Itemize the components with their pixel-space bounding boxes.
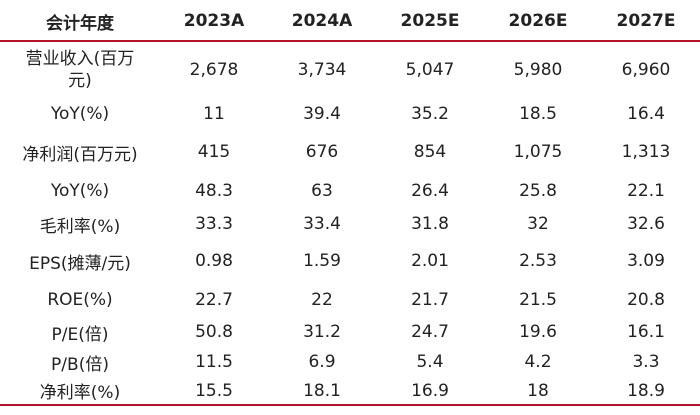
- row-label: ROE(%): [47, 290, 113, 310]
- cell-value: 33.3: [195, 214, 233, 234]
- cell-value: 5,047: [405, 59, 455, 80]
- cell-value: 20.8: [627, 290, 665, 310]
- cell-value: 5.4: [416, 352, 444, 372]
- cell-value: 3.3: [632, 352, 660, 372]
- header-cell: 2025E: [400, 11, 460, 31]
- cell-value: 18.9: [627, 380, 665, 401]
- cell-value: 26.4: [411, 181, 449, 201]
- cell-value: 2.53: [519, 251, 557, 271]
- table-row: 净利率(%) 15.5 18.1 16.9 18 18.9: [0, 377, 700, 405]
- cell-value: 18.1: [303, 380, 341, 401]
- cell-value: 19.6: [519, 322, 557, 342]
- row-label: 营业收入(百万元): [25, 48, 135, 91]
- cell-value: 21.7: [411, 290, 449, 310]
- cell-value: 18: [527, 380, 549, 401]
- cell-value: 48.3: [195, 181, 233, 201]
- cell-value: 21.5: [519, 290, 557, 310]
- cell-value: 31.2: [303, 322, 341, 342]
- header-cell: 2024A: [291, 11, 353, 31]
- cell-value: 16.1: [627, 322, 665, 342]
- table-row: EPS(摊薄/元) 0.98 1.59 2.01 2.53 3.09: [0, 239, 700, 283]
- table-row: P/B(倍) 11.5 6.9 5.4 4.2 3.3: [0, 347, 700, 377]
- row-label: YoY(%): [50, 104, 110, 124]
- header-row: 会计年度 2023A 2024A 2025E 2026E 2027E: [0, 2, 700, 41]
- cell-value: 0.98: [195, 251, 233, 271]
- cell-value: 16.4: [627, 104, 665, 124]
- cell-value: 1.59: [303, 251, 341, 271]
- row-label: 净利润(百万元): [22, 144, 138, 165]
- cell-value: 3.09: [627, 251, 665, 271]
- cell-value: 16.9: [411, 380, 449, 401]
- cell-value: 31.8: [411, 214, 449, 234]
- cell-value: 2.01: [411, 251, 449, 271]
- cell-value: 6,960: [621, 59, 671, 80]
- cell-value: 676: [305, 142, 339, 162]
- cell-value: 32: [527, 214, 549, 234]
- cell-value: 2,678: [189, 59, 239, 80]
- cell-value: 3,734: [297, 59, 347, 80]
- cell-value: 18.5: [519, 104, 557, 124]
- header-cell: 2026E: [508, 11, 568, 31]
- cell-value: 63: [311, 181, 333, 201]
- header-cell: 2027E: [616, 11, 676, 31]
- table-body: 营业收入(百万元) 2,678 3,734 5,047 5,980 6,960 YoY(%)…: [0, 41, 700, 405]
- cell-value: 22.7: [195, 290, 233, 310]
- table-row: 净利润(百万元) 415 676 854 1,075 1,313: [0, 131, 700, 173]
- table-row: ROE(%) 22.7 22 21.7 21.5 20.8: [0, 283, 700, 317]
- cell-value: 11: [203, 104, 225, 124]
- table-row: P/E(倍) 50.8 31.2 24.7 19.6 16.1: [0, 317, 700, 347]
- cell-value: 22.1: [627, 181, 665, 201]
- cell-value: 1,075: [513, 142, 563, 162]
- cell-value: 24.7: [411, 322, 449, 342]
- cell-value: 15.5: [195, 380, 233, 401]
- table-row: YoY(%) 11 39.4 35.2 18.5 16.4: [0, 97, 700, 131]
- cell-value: 22: [311, 290, 333, 310]
- cell-value: 11.5: [195, 352, 233, 372]
- cell-value: 35.2: [411, 104, 449, 124]
- row-label: EPS(摊薄/元): [29, 253, 131, 274]
- cell-value: 6.9: [308, 352, 336, 372]
- row-label: 毛利率(%): [39, 216, 121, 237]
- row-label: 净利率(%): [39, 383, 121, 403]
- cell-value: 32.6: [627, 214, 665, 234]
- cell-value: 33.4: [303, 214, 341, 234]
- cell-value: 854: [413, 142, 447, 162]
- table-row: 毛利率(%) 33.3 33.4 31.8 32 32.6: [0, 209, 700, 239]
- row-label: P/B(倍): [51, 354, 109, 375]
- table-row: 营业收入(百万元) 2,678 3,734 5,047 5,980 6,960: [0, 41, 700, 97]
- row-label: P/E(倍): [51, 324, 109, 345]
- financial-table: 会计年度 2023A 2024A 2025E 2026E 2027E 营业收入(百万元) 2…: [0, 2, 700, 406]
- cell-value: 415: [197, 142, 231, 162]
- table-row: YoY(%) 48.3 63 26.4 25.8 22.1: [0, 173, 700, 209]
- cell-value: 39.4: [303, 104, 341, 124]
- cell-value: 5,980: [513, 59, 563, 80]
- cell-value: 25.8: [519, 181, 557, 201]
- cell-value: 50.8: [195, 322, 233, 342]
- row-label: YoY(%): [50, 181, 110, 201]
- cell-value: 4.2: [524, 352, 552, 372]
- cell-value: 1,313: [621, 142, 671, 162]
- table-header: 会计年度 2023A 2024A 2025E 2026E 2027E: [0, 2, 700, 41]
- header-cell: 会计年度: [46, 13, 114, 34]
- header-cell: 2023A: [183, 11, 245, 31]
